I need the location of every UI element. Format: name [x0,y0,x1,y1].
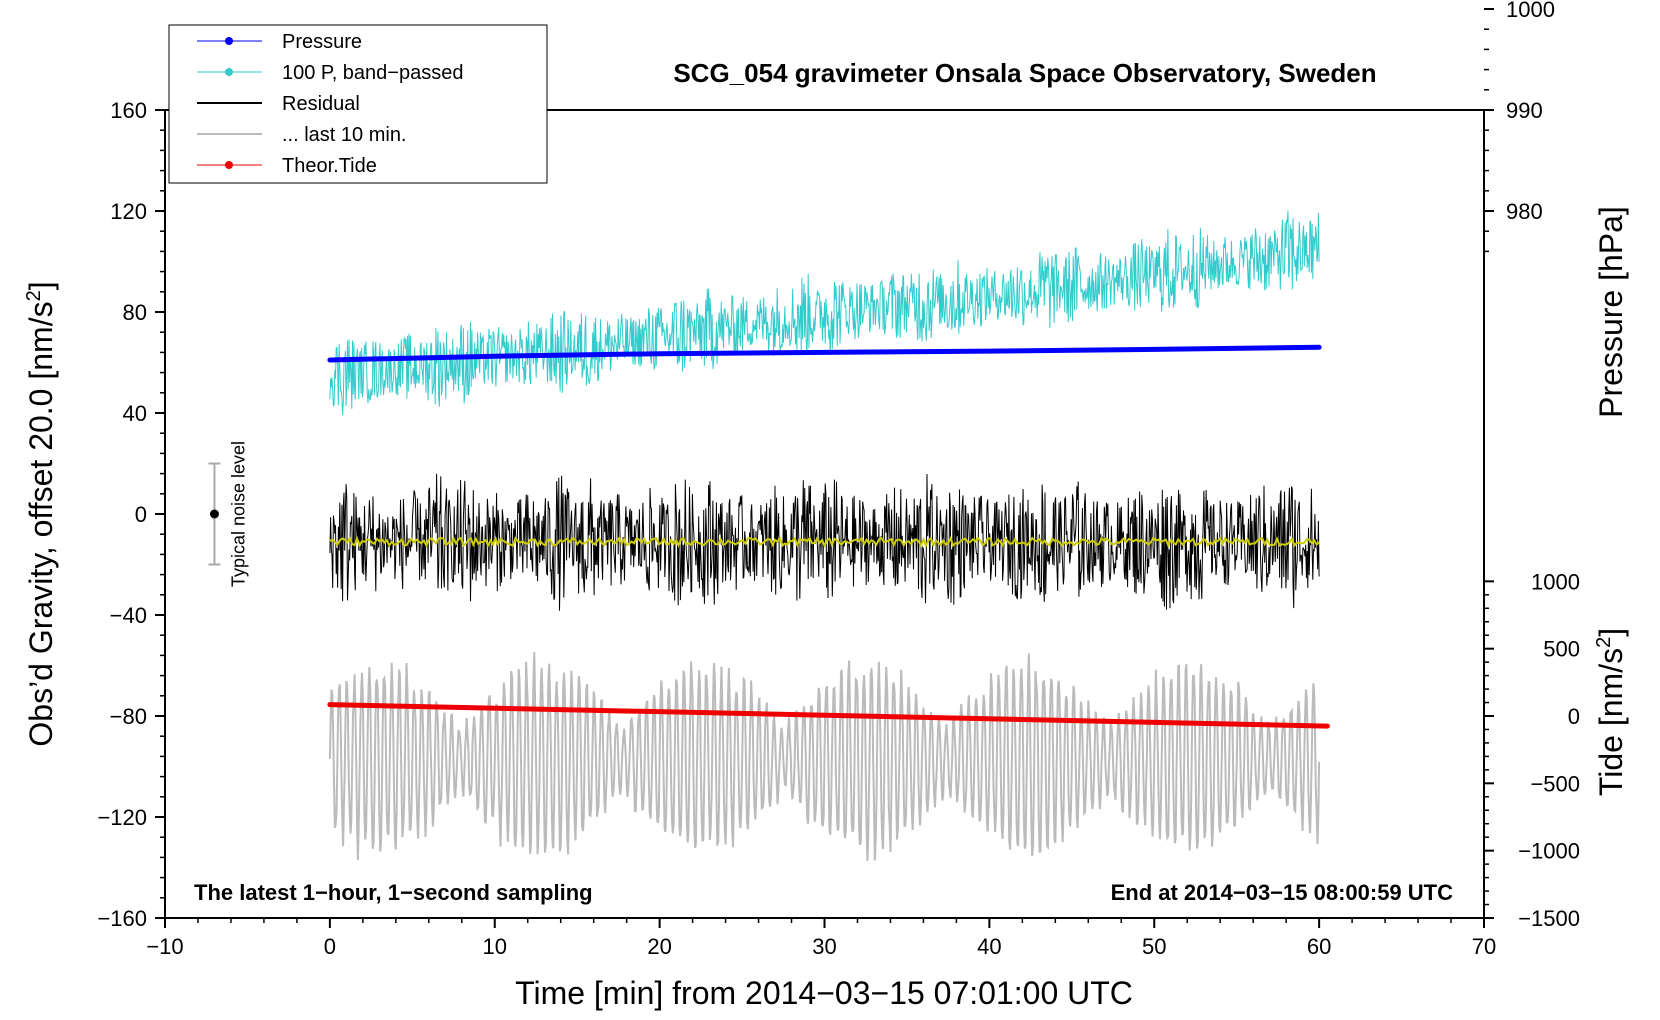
noise-dot [209,509,219,519]
tide-tick-label: −500 [1530,771,1580,796]
legend-label: Residual [282,93,360,115]
noise-level-indicator: Typical noise level [208,441,248,587]
x-tick-label: −10 [146,934,183,959]
y-tick-label: 80 [123,300,147,325]
x-tick-label: 30 [812,934,836,959]
pressure-tick-label: 990 [1506,98,1543,123]
y-tick-label: −160 [97,906,147,931]
x-tick-label: 10 [483,934,507,959]
legend: Pressure 100 P, band−passed Residual ... la… [168,24,548,184]
y-tick-label: 160 [110,98,147,123]
x-tick-label: 20 [647,934,671,959]
chart-title: SCG_054 gravimeter Onsala Space Observat… [673,58,1376,88]
x-axis-ticks: −10 0 10 20 30 40 50 60 70 [146,918,1496,959]
tide-axis-ticks: 1000 500 0 −500 −1000 −1500 [1484,569,1580,931]
tide-tick-label: −1000 [1518,839,1580,864]
series-100-p-band-passed [329,210,1320,416]
tide-tick-label: 500 [1543,637,1580,662]
series--last-10-min- [328,652,1321,861]
x-axis-title: Time [min] from 2014−03−15 07:01:00 UTC [515,975,1133,1011]
x-tick-label: 0 [324,934,336,959]
y-tick-label: −80 [110,704,147,729]
pressure-tick-label: 1000 [1506,0,1555,22]
legend-marker [225,68,233,76]
legend-label: 100 P, band−passed [282,62,463,84]
noise-label: Typical noise level [228,441,248,587]
y-axis-ticks: 160 120 80 40 0 −40 −80 −120 −160 [97,98,165,931]
y-tick-label: −120 [97,805,147,830]
legend-marker [225,37,233,45]
tide-tick-label: 1000 [1531,569,1580,594]
legend-label: ... last 10 min. [282,124,407,146]
y-tick-label: 0 [135,502,147,527]
legend-marker [225,161,233,169]
legend-label: Theor.Tide [282,155,377,177]
y-tick-label: −40 [110,603,147,628]
tide-axis-title: Tide [nm/s2] [1593,628,1629,796]
x-tick-label: 40 [977,934,1001,959]
pressure-axis-title: Pressure [hPa] [1593,206,1629,418]
y-tick-label: 120 [110,199,147,224]
end-time-annotation: End at 2014−03−15 08:00:59 UTC [1111,880,1454,905]
y-tick-label: 40 [123,401,147,426]
series-pressure [327,344,1322,363]
tide-tick-label: 0 [1568,704,1580,729]
y-axis-title: Obs’d Gravity, offset 20.0 [nm/s2] [23,281,59,746]
x-tick-label: 60 [1307,934,1331,959]
x-tick-label: 70 [1472,934,1496,959]
series-yellow-smoothed-residual [329,535,1320,548]
pressure-tick-label: 980 [1506,199,1543,224]
pressure-axis-ticks: 1030102010101000990980 [1484,0,1555,253]
series-theor-tide [327,702,1330,729]
sampling-annotation: The latest 1−hour, 1−second sampling [194,880,593,905]
legend-label: Pressure [282,31,362,53]
tide-tick-label: −1500 [1518,906,1580,931]
series-layer [327,210,1330,861]
x-tick-label: 50 [1142,934,1166,959]
